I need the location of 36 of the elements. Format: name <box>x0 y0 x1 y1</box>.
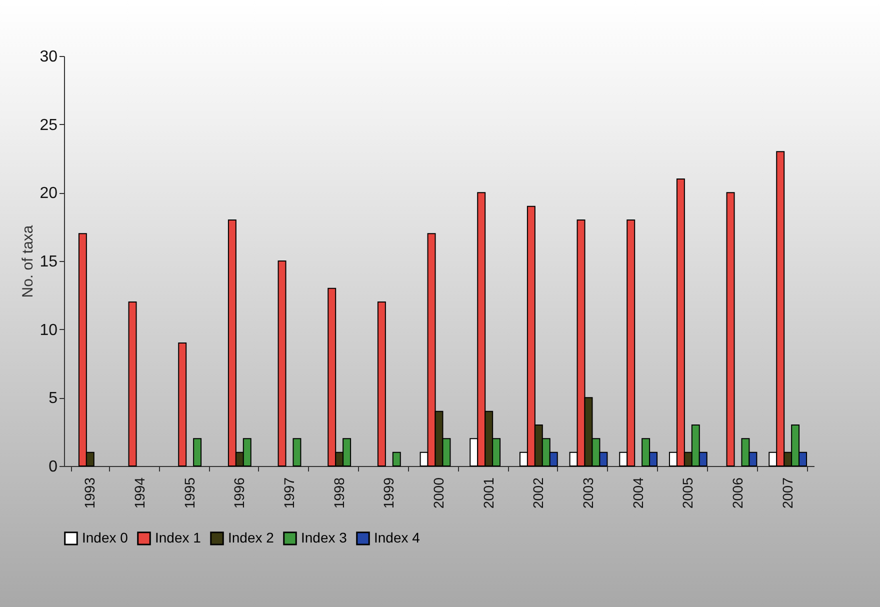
y-tick-label: 25 <box>40 116 58 134</box>
x-tick-label: 2003 <box>580 477 596 509</box>
y-tick-label: 15 <box>40 254 58 270</box>
x-tick-label: 1996 <box>231 477 248 509</box>
y-tick-label: 5 <box>48 390 58 408</box>
x-tick-label: 2005 <box>680 477 696 509</box>
y-tick-label: 0 <box>48 458 58 476</box>
x-tick-label: 2002 <box>530 477 546 509</box>
x-tick-label: 1994 <box>131 477 148 509</box>
y-axis-title: No. of taxa <box>20 224 37 298</box>
bar <box>392 452 401 466</box>
x-tick-label: 1993 <box>82 477 98 509</box>
x-tick-label: 2007 <box>779 477 796 509</box>
x-tick-label: 1998 <box>330 477 347 509</box>
bar <box>178 342 187 466</box>
y-tick-label: 30 <box>40 48 58 66</box>
bar <box>278 260 286 466</box>
bar <box>193 438 202 466</box>
x-tick-label: 1999 <box>380 477 397 509</box>
bar <box>292 438 302 466</box>
legend-label: Index 2 <box>228 529 274 546</box>
x-tick-label: 1995 <box>181 477 198 509</box>
bar <box>377 302 386 466</box>
y-tick-label: 10 <box>40 322 58 339</box>
legend-label: Index 3 <box>301 529 348 546</box>
x-tick-label: 2001 <box>480 477 496 509</box>
x-tick-label: 2006 <box>730 477 746 509</box>
bar <box>128 302 137 466</box>
x-tick-label: 1997 <box>281 477 297 509</box>
y-tick-label: 20 <box>40 185 58 202</box>
legend-label: Index 0 <box>82 529 128 546</box>
x-tick-label: 2004 <box>630 477 646 509</box>
legend-label: Index 4 <box>374 529 420 546</box>
legend-label: Index 1 <box>155 529 202 546</box>
bar <box>726 192 735 466</box>
x-tick-label: 2000 <box>430 477 446 509</box>
